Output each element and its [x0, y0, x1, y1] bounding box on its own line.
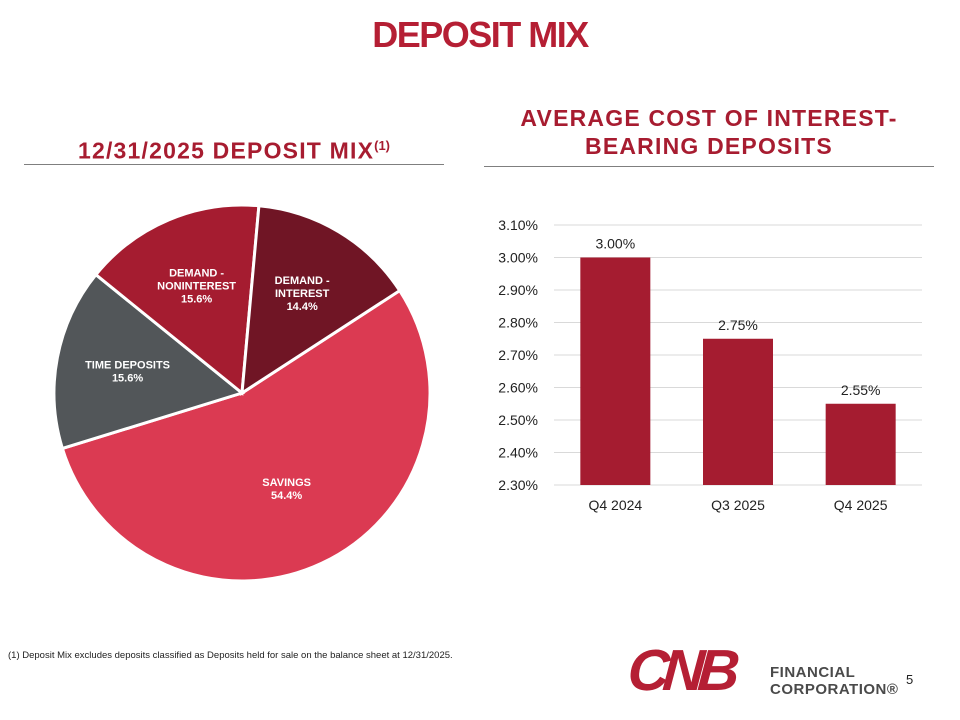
- cost-of-deposits-title: AVERAGE COST OF INTEREST- BEARING DEPOSI…: [484, 104, 934, 160]
- cost-title-line1: AVERAGE COST OF INTEREST-: [520, 105, 898, 131]
- y-tick-label: 2.40%: [498, 445, 538, 461]
- y-tick-label: 3.00%: [498, 250, 538, 266]
- logo-mark: CNB: [625, 638, 735, 703]
- y-tick-label: 2.70%: [498, 347, 538, 363]
- page-number: 5: [906, 672, 914, 687]
- pie-label-line: DEMAND -: [169, 268, 224, 280]
- deposit-mix-pie-chart: SAVINGS 54.4%TIME DEPOSITS 15.6%DEMAND -NO…: [52, 203, 432, 583]
- pie-label-line: TIME DEPOSITS: [85, 359, 170, 371]
- pie-label-line: 15.6%: [112, 372, 143, 384]
- pie-label-line: 15.6%: [181, 294, 212, 306]
- x-tick-label: Q4 2025: [834, 497, 888, 513]
- bar: [825, 403, 896, 485]
- bar: [580, 257, 651, 485]
- y-tick-label: 2.80%: [498, 315, 538, 331]
- pie-label-line: NONINTEREST: [157, 281, 236, 293]
- bar-data-label: 2.75%: [718, 317, 758, 333]
- pie-slice-label: SAVINGS 54.4%: [262, 477, 311, 502]
- pie-slice: [52, 272, 246, 451]
- deposit-mix-title: 12/31/2025 DEPOSIT MIX(1): [24, 132, 444, 165]
- pie-label-line: 14.4%: [287, 301, 318, 313]
- y-tick-label: 2.30%: [498, 477, 538, 493]
- pie-slice: [60, 288, 432, 583]
- logo-line1: FINANCIAL: [770, 664, 856, 681]
- footnote-marker: (1): [374, 138, 391, 153]
- right-divider: [484, 166, 934, 167]
- y-tick-label: 2.90%: [498, 282, 538, 298]
- bar: [703, 338, 773, 485]
- page-title: DEPOSIT MIX: [372, 14, 589, 55]
- y-tick-label: 2.60%: [498, 380, 538, 396]
- pie-label-line: SAVINGS: [262, 477, 311, 489]
- pie-slice-label: DEMAND -NONINTEREST 15.6%: [157, 268, 236, 306]
- logo-line2: CORPORATION®: [770, 681, 899, 698]
- bar-data-label: 2.55%: [841, 382, 881, 398]
- x-tick-label: Q3 2025: [711, 497, 765, 513]
- cnb-logo: CNB FINANCIAL CORPORATION®: [625, 638, 898, 703]
- pie-slice: [240, 204, 402, 396]
- pie-label-line: DEMAND -: [275, 275, 330, 287]
- cost-of-deposits-bar-chart: 2.30% 2.40% 2.50% 2.60% 2.70% 2.80% 2.90% 3.00%…: [498, 217, 922, 513]
- pie-label-line: 54.4%: [271, 490, 302, 502]
- bar-data-label: 3.00%: [595, 236, 635, 252]
- x-tick-label: Q4 2024: [588, 497, 642, 513]
- footnote: (1) Deposit Mix excludes deposits classi…: [8, 650, 453, 661]
- pie-slice-label: TIME DEPOSITS 15.6%: [85, 359, 170, 384]
- pie-label-line: INTEREST: [275, 288, 330, 300]
- cost-title-line2: BEARING DEPOSITS: [585, 133, 833, 159]
- pie-slice: [93, 203, 261, 396]
- y-tick-label: 3.10%: [498, 217, 538, 233]
- deposit-mix-title-text: 12/31/2025 DEPOSIT MIX: [77, 137, 375, 164]
- pie-slice-label: DEMAND -INTEREST 14.4%: [275, 275, 330, 313]
- left-divider: [24, 164, 444, 165]
- y-tick-label: 2.50%: [498, 412, 538, 428]
